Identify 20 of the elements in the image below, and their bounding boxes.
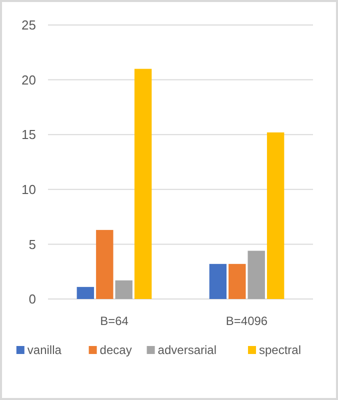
x-tick-label: B=64 — [100, 314, 129, 328]
bar — [76, 286, 94, 299]
y-tick-label: 25 — [22, 18, 36, 33]
bar — [266, 132, 284, 299]
y-tick-label: 15 — [22, 127, 36, 142]
bar — [96, 230, 114, 299]
y-tick-label: 5 — [28, 236, 36, 252]
bar — [115, 280, 132, 299]
bar — [134, 68, 152, 299]
legend-label: adversarial — [158, 343, 217, 358]
x-tick-label: B=4096 — [226, 314, 268, 328]
bar — [248, 250, 265, 299]
y-tick-label: 10 — [22, 182, 36, 197]
y-tick-label: 0 — [28, 292, 36, 307]
legend-label: spectral — [259, 343, 302, 358]
y-tick-label: 20 — [22, 72, 36, 88]
bar — [209, 264, 227, 299]
legend-label: decay — [100, 343, 132, 358]
legend-label: vanilla — [27, 343, 62, 358]
bar — [228, 264, 246, 299]
